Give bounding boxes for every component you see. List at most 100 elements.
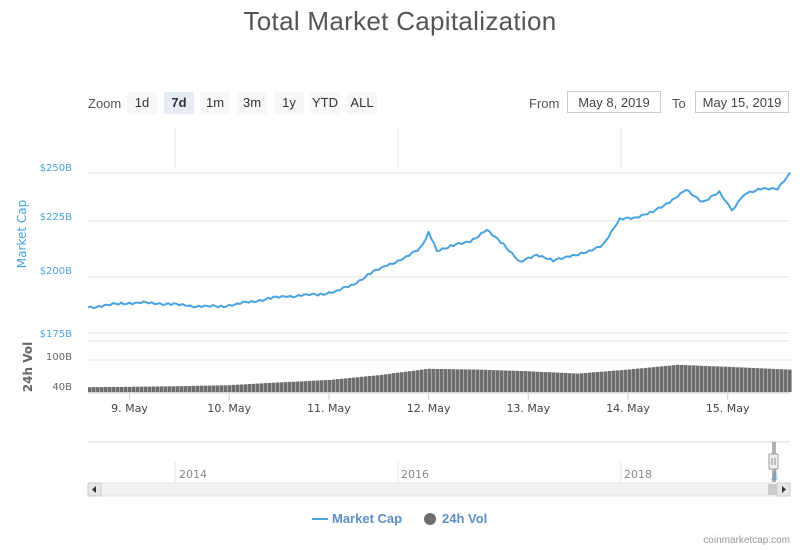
volume-bar	[528, 371, 532, 392]
navigator-handle[interactable]	[768, 453, 779, 470]
volume-bar	[248, 384, 252, 392]
zoom-button-7d[interactable]: 7d	[164, 92, 194, 114]
volume-bar	[216, 385, 220, 392]
vol-tick-label: 40B	[52, 382, 72, 393]
volume-bar	[500, 370, 504, 392]
zoom-button-1m[interactable]: 1m	[200, 92, 230, 114]
scroll-left-arrow-icon	[92, 486, 96, 493]
volume-bar	[376, 375, 380, 392]
volume-bar	[644, 367, 648, 392]
volume-bar	[476, 369, 480, 392]
navigator-tick-label: 2016	[401, 468, 429, 481]
volume-bar	[708, 366, 712, 392]
volume-bar	[532, 371, 536, 392]
volume-bar	[244, 384, 248, 392]
volume-bar	[788, 369, 792, 392]
range-from-input[interactable]: May 8, 2019	[567, 91, 661, 113]
volume-bar	[236, 384, 240, 392]
volume-bar	[480, 369, 484, 392]
zoom-button-1d[interactable]: 1d	[127, 92, 157, 114]
volume-bar	[112, 386, 116, 392]
volume-bar	[624, 369, 628, 392]
volume-bar	[604, 371, 608, 392]
volume-bar	[328, 379, 332, 392]
volume-bar	[320, 380, 324, 392]
volume-bar	[784, 369, 788, 392]
volume-bar	[116, 386, 120, 392]
y-tick-label: $175B	[40, 329, 72, 340]
volume-bar	[432, 368, 436, 392]
volume-bar	[744, 367, 748, 392]
scrollbar-thumb[interactable]	[768, 484, 778, 495]
scrollbar-track[interactable]	[87, 482, 791, 497]
volume-bar	[568, 373, 572, 392]
volume-bar	[192, 385, 196, 392]
volume-bar	[156, 386, 160, 392]
volume-bar	[160, 386, 164, 392]
volume-bar	[220, 385, 224, 392]
y-tick-label: $250B	[40, 163, 72, 174]
volume-bar	[492, 370, 496, 392]
volume-bar	[648, 367, 652, 392]
volume-bar	[280, 382, 284, 392]
legend-item-volume[interactable]: 24h Vol	[442, 511, 487, 526]
volume-bar	[148, 386, 152, 392]
credit-link[interactable]: coinmarketcap.com	[703, 535, 790, 546]
volume-bar	[520, 371, 524, 392]
chart-title: Total Market Capitalization	[243, 6, 557, 36]
volume-bar	[392, 373, 396, 392]
legend-item-market-cap[interactable]: Market Cap	[332, 511, 402, 526]
volume-bar	[356, 377, 360, 392]
volume-bar	[252, 383, 256, 392]
legend-label-market-cap: Market Cap	[332, 511, 403, 526]
x-tick-label: 11. May	[307, 402, 351, 415]
volume-bar	[172, 386, 176, 392]
volume-bar	[620, 370, 624, 392]
volume-bar	[616, 370, 620, 392]
volume-bar	[232, 384, 236, 392]
range-from-label: From	[529, 96, 560, 111]
y-axis-title-volume: 24h Vol	[21, 342, 35, 392]
volume-bar	[140, 386, 144, 392]
volume-bar	[448, 369, 452, 392]
zoom-label: Zoom	[88, 96, 122, 111]
volume-bar	[176, 386, 180, 392]
volume-bar	[736, 367, 740, 392]
volume-bar	[384, 374, 388, 392]
zoom-button-ytd[interactable]: YTD	[310, 92, 340, 114]
volume-bar	[712, 366, 716, 392]
volume-bar	[632, 369, 636, 392]
volume-bar	[260, 383, 264, 392]
volume-bar	[136, 386, 140, 392]
y-tick-label: $225B	[40, 212, 72, 223]
zoom-button-3m[interactable]: 3m	[237, 92, 267, 114]
volume-bar	[324, 380, 328, 392]
volume-bar	[276, 382, 280, 392]
volume-bar	[444, 369, 448, 392]
volume-bar	[424, 369, 428, 392]
volume-bar	[96, 387, 100, 392]
volume-bar	[748, 367, 752, 392]
x-tick-label: 14. May	[606, 402, 650, 415]
volume-bar	[656, 366, 660, 392]
volume-bar	[300, 381, 304, 392]
volume-bar	[668, 365, 672, 392]
zoom-button-all[interactable]: ALL	[347, 92, 377, 114]
volume-bar	[428, 368, 432, 392]
volume-bar	[608, 371, 612, 392]
volume-bar	[164, 386, 168, 392]
volume-bar	[628, 369, 632, 392]
volume-bar	[284, 382, 288, 392]
volume-bar	[416, 370, 420, 392]
volume-bar	[488, 370, 492, 392]
volume-bar	[584, 373, 588, 392]
volume-bar	[388, 373, 392, 392]
zoom-button-1y[interactable]: 1y	[274, 92, 304, 114]
volume-bar	[304, 381, 308, 392]
volume-bar	[640, 368, 644, 392]
volume-bar	[436, 369, 440, 392]
volume-bar	[132, 386, 136, 392]
volume-bar	[412, 370, 416, 392]
range-to-input[interactable]: May 15, 2019	[695, 91, 789, 113]
volume-bar	[596, 372, 600, 392]
